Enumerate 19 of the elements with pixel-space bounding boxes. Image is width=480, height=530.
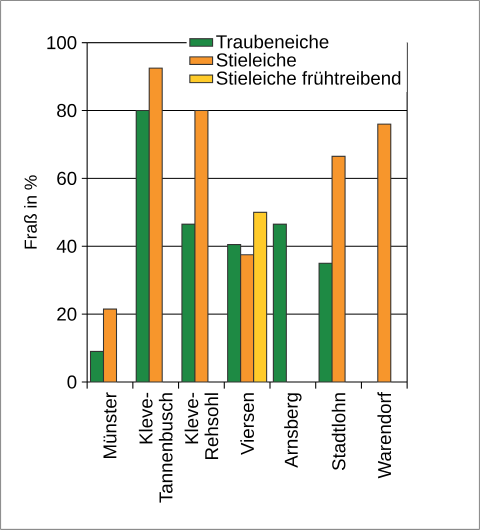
legend-label: Stieleiche [216,52,296,67]
x-tick-label: Warendorf [377,392,392,478]
y-axis-title: Fraß in % [24,175,37,248]
legend-label: Traubeneiche [216,34,328,48]
y-tick-label: 80 [57,104,76,118]
x-tick-label: Münster [103,392,117,458]
y-tick-label: 60 [57,172,76,186]
x-tick-label: Kleve-Rehsohl [184,392,218,459]
bar [272,224,287,383]
x-tick-label: Kleve-Tannenbusch [138,392,173,503]
y-tick-label: 0 [67,375,76,389]
legend-label: Stieleiche frühtreibend [216,71,400,85]
x-tick-label: Stadtlohn [332,393,346,470]
y-tick-label: 40 [56,240,76,253]
x-tick-label: Arnsberg [284,393,302,468]
y-tick-label: 100 [47,36,76,50]
y-tick-label: 20 [57,308,76,321]
x-tick-label: Viersen [240,393,254,455]
bar [377,124,392,383]
